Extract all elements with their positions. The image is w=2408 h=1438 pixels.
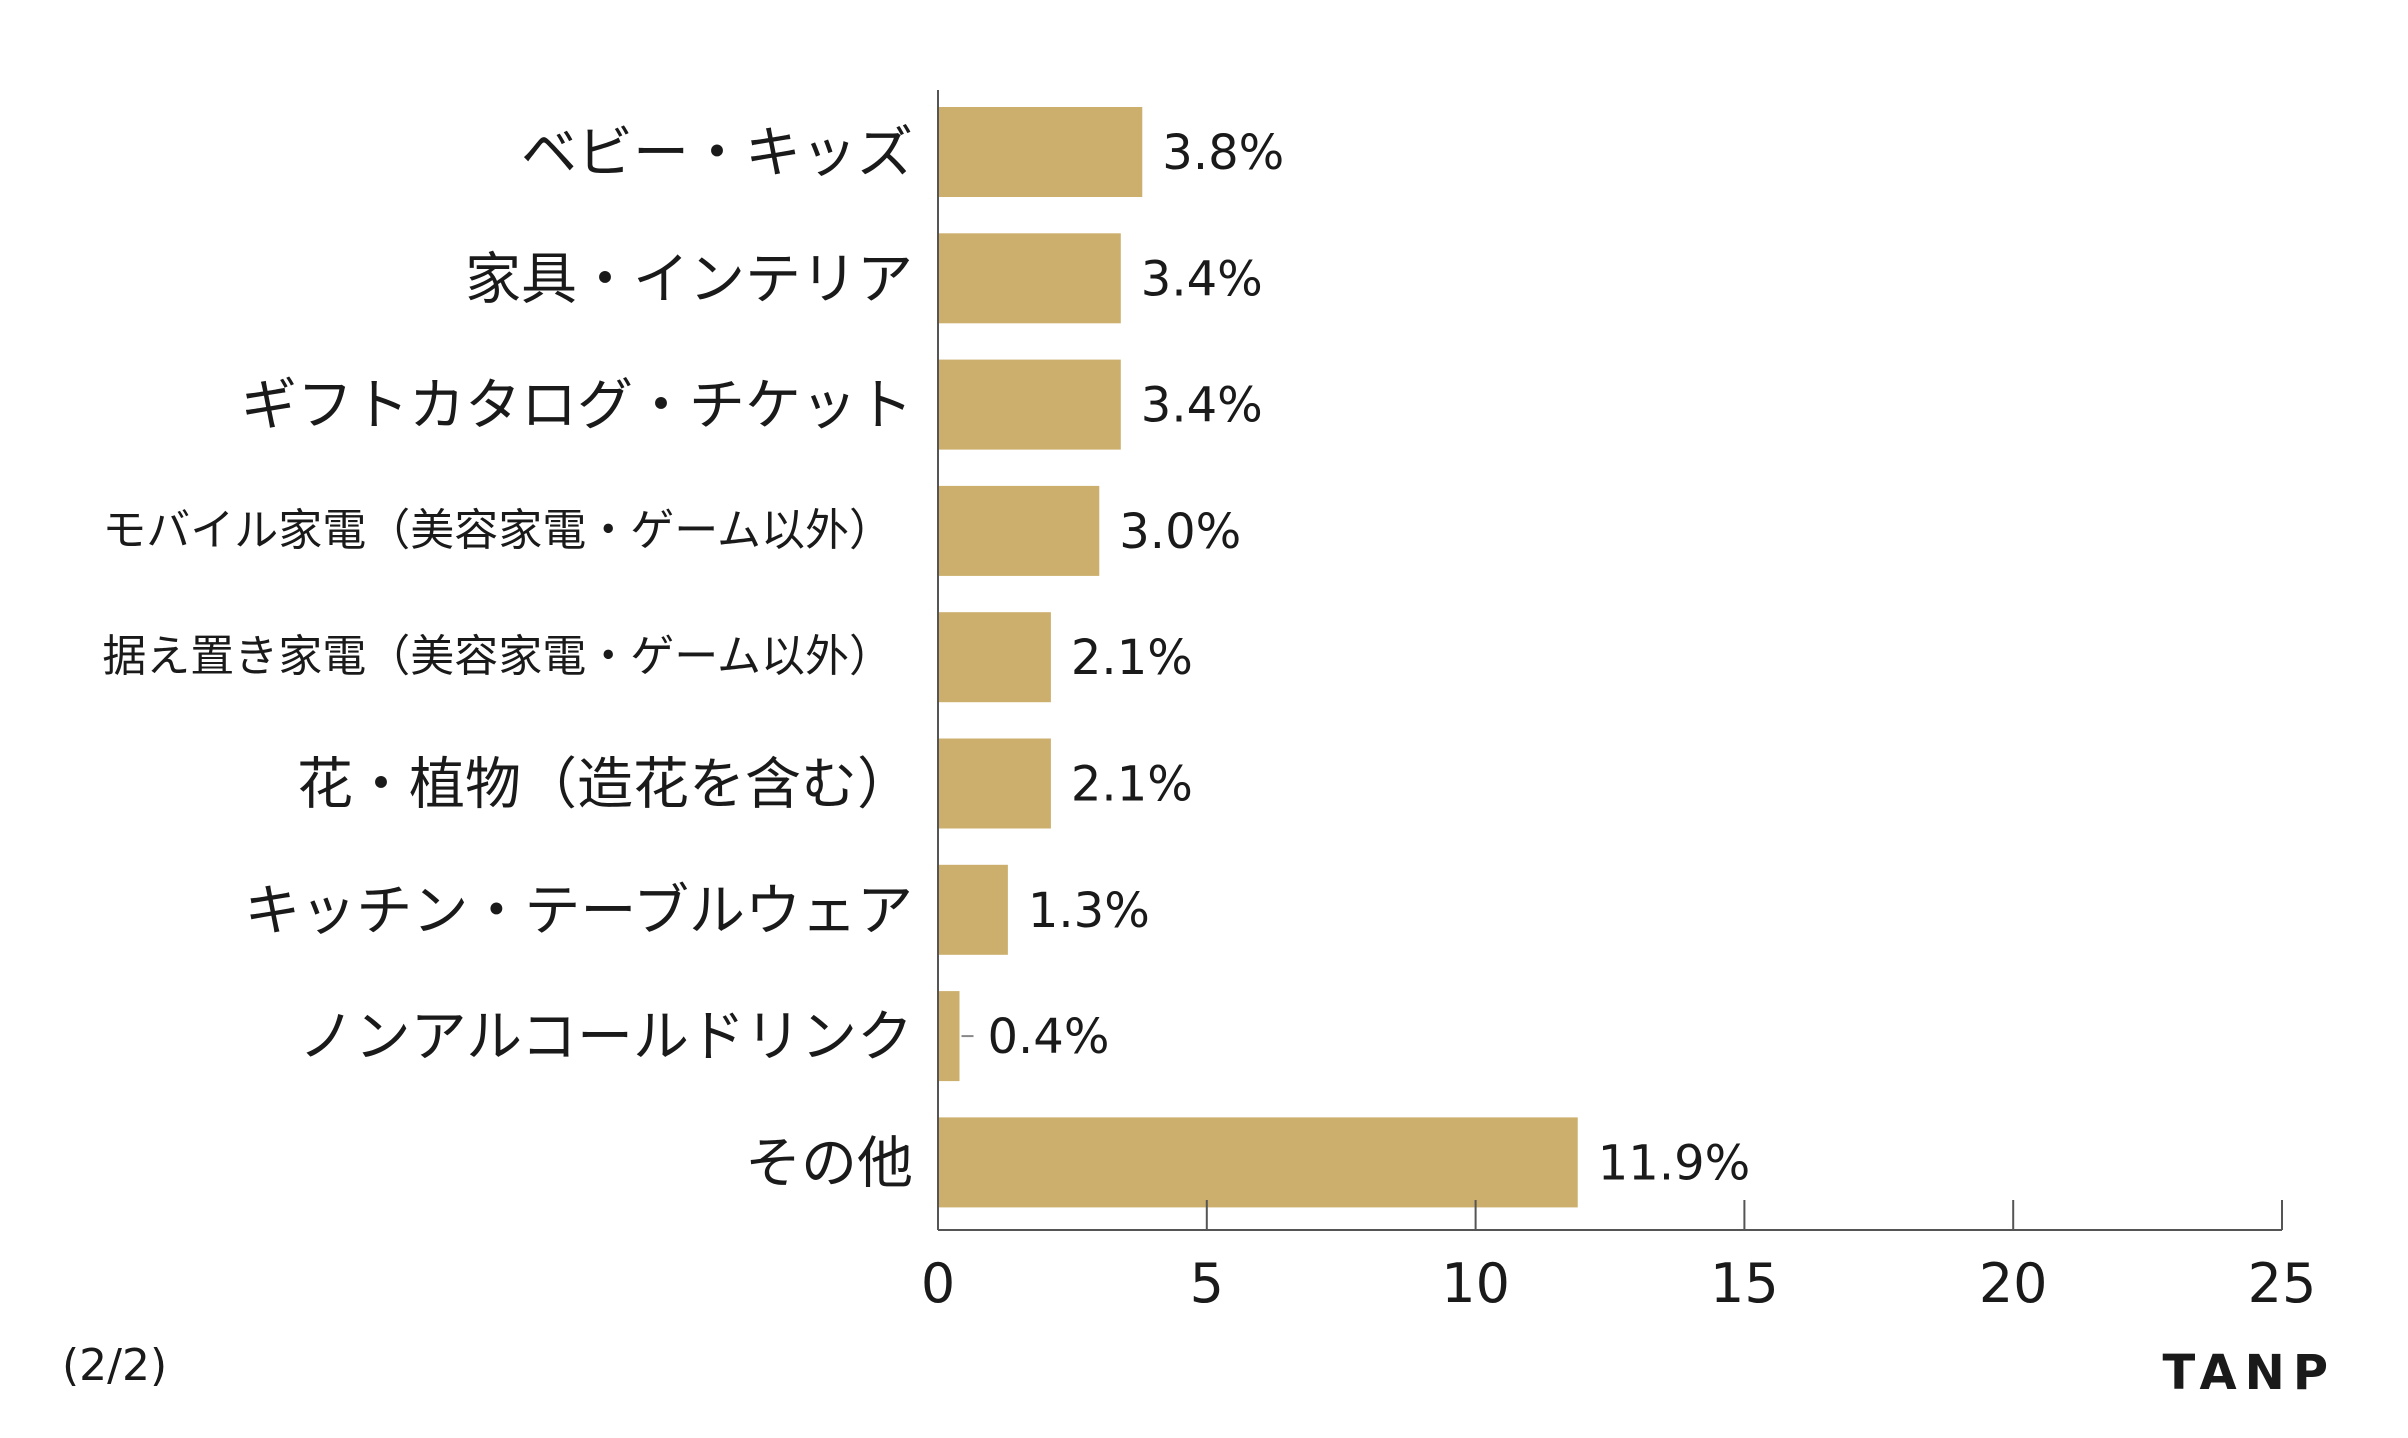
brand-logo-text: TANP bbox=[2162, 1345, 2336, 1401]
bar bbox=[938, 864, 1008, 955]
category-label: ベビー・キッズ bbox=[521, 121, 913, 186]
bar bbox=[938, 991, 960, 1082]
bar bbox=[938, 1117, 1578, 1208]
x-tick-label: 5 bbox=[1190, 1252, 1224, 1315]
bar bbox=[938, 738, 1051, 829]
value-label: 3.8% bbox=[1162, 125, 1284, 181]
bars bbox=[938, 107, 1578, 1208]
category-label: キッチン・テーブルウェア bbox=[244, 879, 913, 944]
bar bbox=[938, 485, 1100, 576]
value-label: 3.4% bbox=[1141, 251, 1263, 307]
bar bbox=[938, 107, 1143, 197]
value-label: 2.1% bbox=[1071, 757, 1193, 813]
bar bbox=[938, 612, 1051, 703]
bar bbox=[938, 233, 1121, 324]
value-labels: 3.8% 3.4% 3.4% 3.0% 2.1% 2.1% 1.3% 0.4% 11.9% bbox=[961, 125, 1750, 1191]
page-indicator: (2/2) bbox=[62, 1340, 168, 1391]
value-label: 3.4% bbox=[1141, 378, 1263, 434]
category-label: 家具・インテリア bbox=[465, 247, 913, 312]
x-tick-label: 10 bbox=[1441, 1252, 1510, 1315]
bar bbox=[938, 359, 1121, 450]
category-label: ギフトカタログ・チケット bbox=[241, 374, 913, 439]
value-label: 11.9% bbox=[1598, 1135, 1750, 1191]
x-tick-label: 25 bbox=[2248, 1252, 2317, 1315]
category-label: 据え置き家電（美容家電・ゲーム以外） bbox=[102, 631, 893, 682]
value-label: 0.4% bbox=[988, 1009, 1110, 1065]
value-label: 2.1% bbox=[1071, 630, 1193, 686]
category-label: 花・植物（造花を含む） bbox=[297, 753, 913, 818]
category-label: ノンアルコールドリンク bbox=[299, 1005, 913, 1070]
category-label: その他 bbox=[745, 1131, 913, 1196]
x-tick-label: 0 bbox=[921, 1252, 955, 1315]
category-labels: ベビー・キッズ家具・インテリアギフトカタログ・チケットモバイル家電（美容家電・ゲ… bbox=[102, 121, 913, 1196]
x-tick-label: 20 bbox=[1979, 1252, 2048, 1315]
value-label: 1.3% bbox=[1028, 883, 1150, 939]
category-label: モバイル家電（美容家電・ゲーム以外） bbox=[102, 505, 893, 556]
x-ticks: 0 5 10 15 20 25 bbox=[921, 1200, 2317, 1315]
x-tick-label: 15 bbox=[1710, 1252, 1779, 1315]
value-label: 3.0% bbox=[1119, 504, 1241, 560]
